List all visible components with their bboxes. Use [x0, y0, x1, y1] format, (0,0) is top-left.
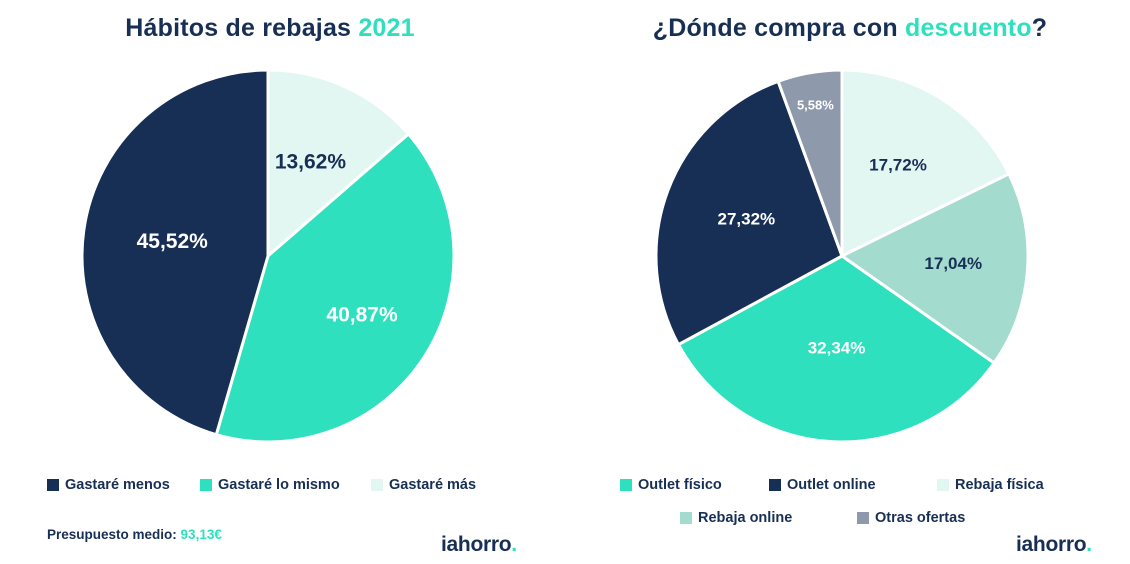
- pie-slice-label: 40,87%: [326, 304, 398, 327]
- logo-dot: .: [1086, 533, 1092, 556]
- legend-item: Gastaré más: [371, 477, 476, 493]
- legend-label: Outlet físico: [638, 477, 722, 493]
- legend-item: Gastaré lo mismo: [200, 477, 340, 493]
- pie-slice-label: 5,58%: [797, 97, 834, 112]
- chart-title-suffix: ?: [1031, 14, 1048, 42]
- pie-slice: [839, 171, 1030, 366]
- legend-swatch: [769, 479, 781, 491]
- budget-note: Presupuesto medio: 93,13€: [47, 527, 222, 542]
- legend-label: Gastaré lo mismo: [218, 477, 340, 493]
- logo-text: iahorro: [1016, 533, 1087, 556]
- pie-slice: [840, 68, 1011, 259]
- logo-dot: .: [511, 533, 517, 556]
- legend-item: Otras ofertas: [857, 510, 965, 526]
- legend-swatch: [937, 479, 949, 491]
- legend-swatch: [620, 479, 632, 491]
- pie-slice: [776, 68, 844, 257]
- legend-swatch: [200, 479, 212, 491]
- legend-label: Rebaja física: [955, 477, 1044, 493]
- pie-slice: [80, 68, 270, 437]
- legend-item: Rebaja física: [937, 477, 1044, 493]
- pie-slice-label: 17,04%: [924, 254, 982, 273]
- legend-swatch: [47, 479, 59, 491]
- budget-label: Presupuesto medio:: [47, 527, 177, 542]
- pie-slice: [654, 79, 844, 347]
- pie-slice-label: 13,62%: [275, 150, 347, 173]
- logo-text: iahorro: [441, 533, 512, 556]
- legend-label: Gastaré menos: [65, 477, 170, 493]
- legend-item: Outlet físico: [620, 477, 722, 493]
- legend-item: Outlet online: [769, 477, 876, 493]
- legend-label: Outlet online: [787, 477, 876, 493]
- pie-slice-label: 45,52%: [137, 230, 209, 253]
- legend-swatch: [857, 512, 869, 524]
- iahorro-logo-left: iahorro.: [441, 533, 517, 557]
- legend-item: Rebaja online: [680, 510, 792, 526]
- legend-label: Rebaja online: [698, 510, 793, 526]
- legend-swatch: [371, 479, 383, 491]
- iahorro-logo-right: iahorro.: [1016, 533, 1092, 557]
- legend-item: Gastaré menos: [47, 477, 170, 493]
- pie-slice-label: 27,32%: [717, 209, 775, 228]
- pie-slice: [266, 68, 411, 260]
- chart-title-accent: descuento: [904, 14, 1032, 42]
- chart-title-text: ¿Dónde compra con: [652, 14, 898, 42]
- pie-slice-label: 17,72%: [869, 155, 927, 174]
- chart-title-text: Hábitos de rebajas: [125, 14, 352, 42]
- chart-title-donde: ¿Dónde compra con descuento?: [600, 14, 1100, 43]
- pie-slice-label: 32,34%: [808, 338, 866, 357]
- chart-title-accent: 2021: [358, 14, 415, 42]
- budget-value: 93,13€: [180, 527, 222, 542]
- legend-label: Gastaré más: [389, 477, 477, 493]
- pie-slice: [214, 131, 456, 444]
- chart-title-habitos: Hábitos de rebajas 2021: [40, 14, 500, 43]
- legend-swatch: [680, 512, 692, 524]
- legend-label: Otras ofertas: [875, 510, 966, 526]
